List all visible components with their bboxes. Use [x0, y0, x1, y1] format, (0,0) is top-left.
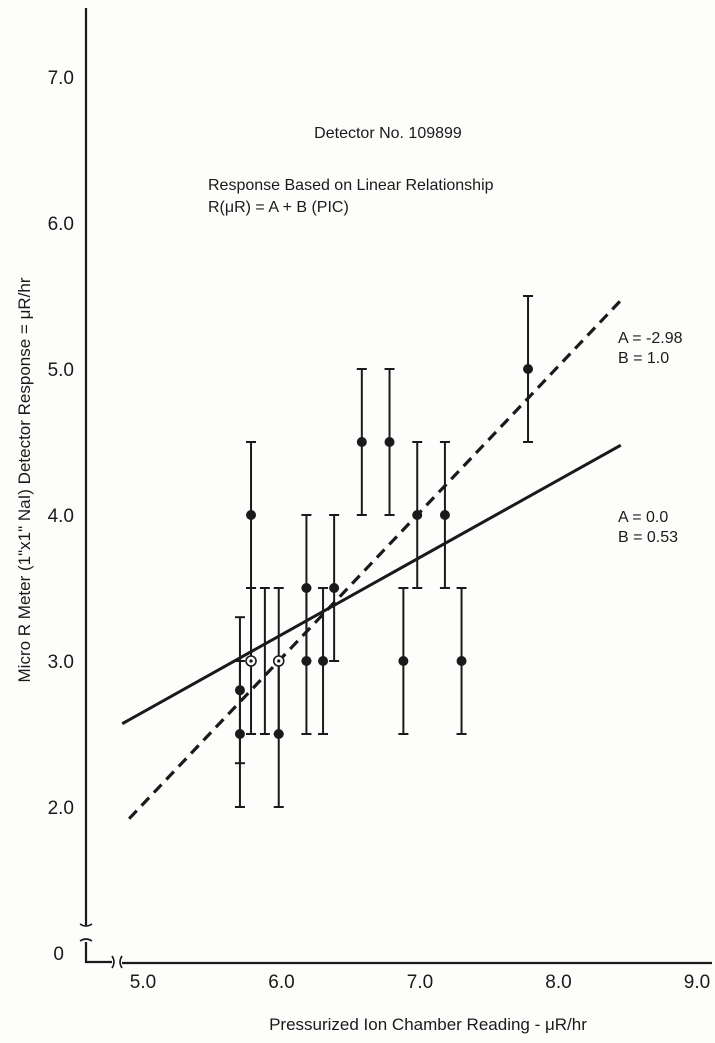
x-axis-title: Pressurized Ion Chamber Reading - μR/hr [269, 1015, 587, 1034]
data-point [329, 583, 340, 593]
data-point [523, 364, 534, 374]
data-points [234, 364, 534, 739]
y-tick-label: 3.0 [48, 652, 74, 673]
chart-subtitle-line-1: Response Based on Linear Relationship [208, 177, 494, 194]
fit-line-solid [121, 443, 622, 726]
x-axis-break-mark [111, 955, 115, 969]
y-axis-break-mark [79, 938, 93, 942]
chart-subtitle-line-2: R(μR) = A + B (PIC) [208, 199, 349, 216]
data-point [301, 656, 312, 666]
fit-annotation-dashed-a: A = -2.98 [618, 330, 683, 347]
y-tick-label: 5.0 [48, 360, 74, 381]
data-point [301, 583, 312, 593]
data-point [246, 510, 257, 520]
x-tick-label: 5.0 [130, 972, 156, 993]
fit-line-dashed [127, 299, 622, 820]
x-tick-label: 6.0 [268, 972, 294, 993]
data-point [273, 729, 284, 739]
origin-corner [84, 942, 112, 964]
y-tick-label: 2.0 [48, 798, 74, 819]
data-point [398, 656, 409, 666]
data-point [439, 510, 450, 520]
fit-lines [121, 299, 622, 820]
fit-annotation-solid-a: A = 0.0 [618, 509, 668, 526]
axes: 5.0 6.0 7.0 8.0 9.0 2.0 3.0 4.0 5.0 6.0 7.0 [48, 8, 712, 993]
data-point [318, 656, 329, 666]
data-point [234, 685, 245, 696]
x-axis-break-mark [119, 955, 123, 969]
y-tick-label: 6.0 [48, 214, 74, 235]
y-axis-title: Micro R Meter (1"x1" NaI) Detector Respo… [15, 277, 34, 682]
data-point [456, 656, 467, 666]
x-tick-label: 9.0 [684, 972, 710, 993]
y-axis-break-mark [79, 923, 93, 927]
x-tick-label: 7.0 [407, 972, 433, 993]
data-point [384, 437, 395, 447]
data-point-open-center [249, 659, 253, 663]
data-point [412, 510, 423, 520]
y-tick-label: 7.0 [48, 68, 74, 89]
data-point [234, 729, 245, 739]
data-point-open-center [277, 659, 281, 663]
y-tick-label: 4.0 [48, 506, 74, 527]
data-point [356, 437, 367, 447]
chart-title: Detector No. 109899 [314, 125, 462, 142]
x-tick-label: 8.0 [545, 972, 571, 993]
fit-annotation-dashed-b: B = 1.0 [618, 350, 669, 367]
fit-annotation-solid-b: B = 0.53 [618, 529, 678, 546]
y-origin-label: 0 [53, 944, 64, 965]
